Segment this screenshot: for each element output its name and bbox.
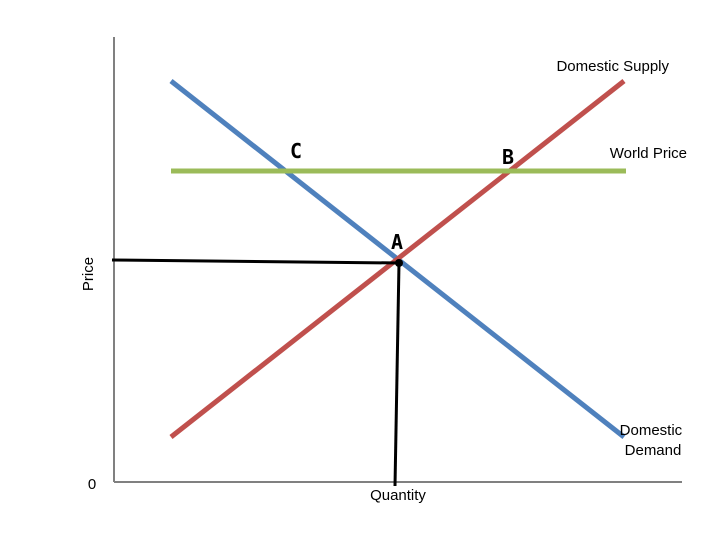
domestic-demand-label-line-2: Demand <box>625 442 682 459</box>
domestic-demand-label-line-1: Domestic <box>620 422 683 439</box>
domestic-supply-line <box>169 79 626 439</box>
origin-label: 0 <box>88 476 96 493</box>
y-axis-label: Price <box>80 257 97 291</box>
equilibrium-point-marker <box>395 259 403 267</box>
x-axis-label: Quantity <box>370 487 426 504</box>
point-b-label: B <box>502 145 514 169</box>
domestic-supply-label: Domestic Supply <box>556 58 669 75</box>
point-c-label: C <box>290 139 302 163</box>
equilibrium-quantity-guide <box>393 262 401 487</box>
domestic-demand-label: Domestic Demand <box>620 422 687 459</box>
world-price-label: World Price <box>610 145 687 162</box>
equilibrium-price-guide <box>111 258 400 265</box>
point-a-label: A <box>391 230 403 254</box>
